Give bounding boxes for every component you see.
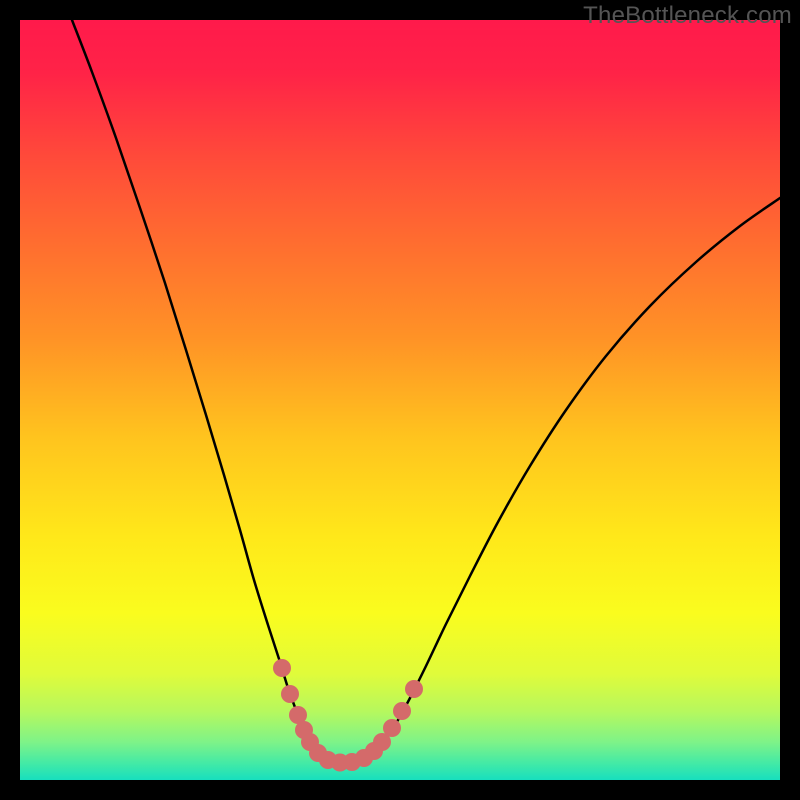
bottleneck-curve (72, 20, 780, 763)
curve-layer (20, 20, 780, 780)
watermark-text: TheBottleneck.com (583, 2, 792, 30)
valley-markers (273, 659, 423, 772)
valley-marker (405, 680, 423, 698)
plot-area (20, 20, 780, 780)
valley-marker (273, 659, 291, 677)
chart-frame (0, 0, 800, 800)
valley-marker (393, 702, 411, 720)
valley-marker (383, 719, 401, 737)
valley-marker (281, 685, 299, 703)
